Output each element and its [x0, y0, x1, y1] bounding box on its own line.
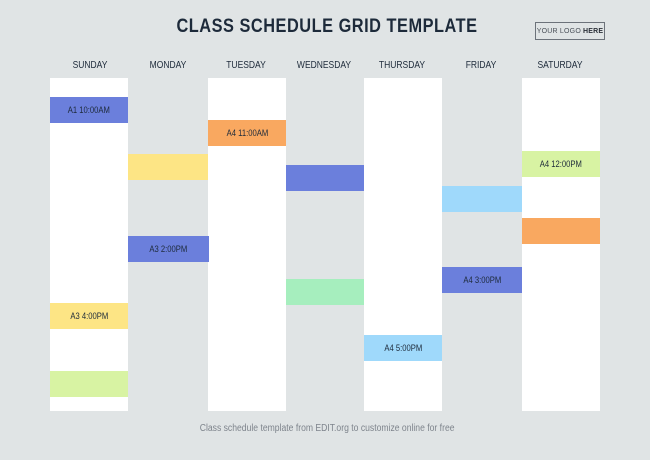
- day-header-monday: MONDAY: [149, 60, 187, 71]
- class-block-monday-a3[interactable]: A3 2:00PM: [128, 236, 209, 262]
- class-label: A4 5:00PM: [384, 343, 422, 353]
- class-block-wednesday-blue[interactable]: [286, 165, 364, 191]
- day-header-friday: FRIDAY: [465, 60, 497, 71]
- column-saturday: [522, 78, 600, 411]
- day-header-tuesday: TUESDAY: [226, 60, 266, 71]
- class-label: A4 11:00AM: [226, 128, 268, 138]
- class-label: A4 12:00PM: [539, 159, 583, 169]
- column-sunday: [50, 78, 128, 411]
- day-header-thursday: THURSDAY: [378, 60, 426, 71]
- footer-credit: Class schedule template from EDIT.org to…: [0, 423, 650, 434]
- class-block-thursday-a4[interactable]: A4 5:00PM: [364, 335, 442, 361]
- footer-text: Class schedule template from EDIT.org to…: [199, 423, 455, 434]
- class-block-friday-a4[interactable]: A4 3:00PM: [442, 267, 522, 293]
- column-thursday: [364, 78, 442, 411]
- class-label: A4 3:00PM: [463, 275, 501, 285]
- class-block-saturday-orange[interactable]: [522, 218, 600, 244]
- class-block-sunday-empty[interactable]: [50, 371, 128, 397]
- class-block-friday-sky[interactable]: [442, 186, 522, 212]
- class-label: A3 2:00PM: [149, 244, 188, 254]
- class-block-sunday-a3[interactable]: A3 4:00PM: [50, 303, 128, 329]
- logo-prefix: YOUR LOGO: [536, 27, 581, 35]
- class-block-tuesday-a4[interactable]: A4 11:00AM: [208, 120, 286, 146]
- class-block-saturday-a4[interactable]: A4 12:00PM: [522, 151, 600, 177]
- page-title: CLASS SCHEDULE GRID TEMPLATE: [176, 16, 478, 37]
- logo-bold: HERE: [582, 27, 604, 35]
- class-label: A3 4:00PM: [70, 311, 108, 321]
- day-header-wednesday: WEDNESDAY: [296, 60, 352, 71]
- logo-placeholder: YOUR LOGO HERE: [535, 22, 605, 40]
- day-header-sunday: SUNDAY: [72, 60, 108, 71]
- day-header-saturday: SATURDAY: [537, 60, 583, 71]
- class-block-monday-empty[interactable]: [128, 154, 208, 180]
- class-block-wednesday-mint[interactable]: [286, 279, 364, 305]
- class-block-sunday-a1[interactable]: A1 10:00AM: [50, 97, 128, 123]
- class-label: A1 10:00AM: [67, 105, 111, 115]
